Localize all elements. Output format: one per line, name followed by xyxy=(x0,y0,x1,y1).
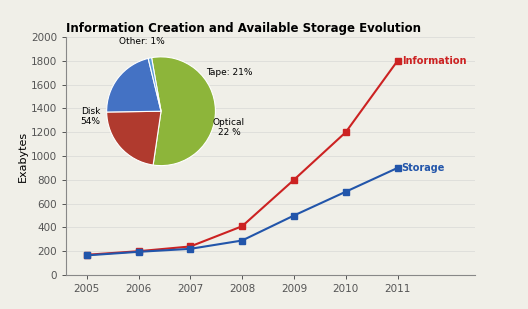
Text: Information: Information xyxy=(402,56,466,66)
Text: Storage: Storage xyxy=(402,163,445,173)
Y-axis label: Exabytes: Exabytes xyxy=(18,130,28,182)
Wedge shape xyxy=(148,58,161,111)
Wedge shape xyxy=(107,58,161,112)
Text: Information Creation and Available Storage Evolution: Information Creation and Available Stora… xyxy=(66,22,421,35)
Text: Other: 1%: Other: 1% xyxy=(119,37,165,46)
Text: Tape: 21%: Tape: 21% xyxy=(206,68,252,77)
Wedge shape xyxy=(107,111,161,165)
Text: Disk
54%: Disk 54% xyxy=(80,107,100,126)
Wedge shape xyxy=(152,57,215,166)
Text: Optical
22 %: Optical 22 % xyxy=(213,118,245,137)
